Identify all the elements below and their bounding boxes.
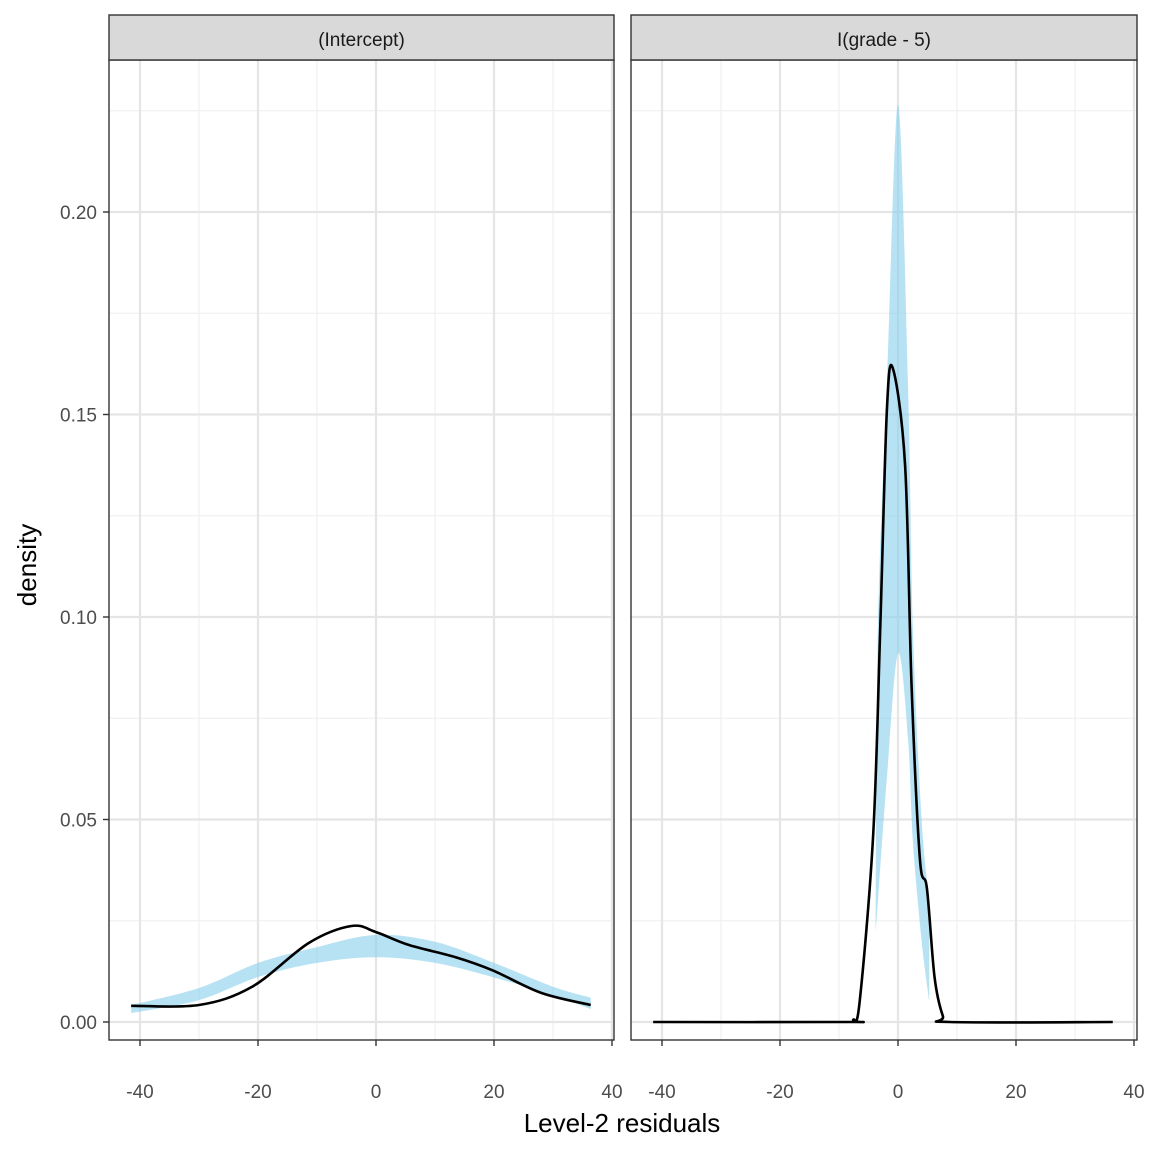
x-tick-label: -40 <box>648 1082 675 1103</box>
panel-1: I(grade - 5) -40 -20 0 20 40 <box>630 14 1145 1103</box>
y-tick-label: 0.20 <box>60 203 97 224</box>
x-tick-label: 20 <box>1005 1082 1026 1103</box>
x-tick-label: -20 <box>766 1082 793 1103</box>
y-tick-label: 0.15 <box>60 406 97 427</box>
facet-strip <box>108 14 615 61</box>
y-tick-label: 0.05 <box>60 811 97 832</box>
facet-strip <box>630 14 1138 61</box>
x-axis-title: Level-2 residuals <box>524 1108 721 1138</box>
facet-title: I(grade - 5) <box>837 30 931 51</box>
y-tick-label: 0.10 <box>60 608 97 629</box>
panel-0: (Intercept) -40 -20 0 20 40 <box>108 14 623 1103</box>
x-tick-label: 40 <box>601 1082 622 1103</box>
x-tick-label: 40 <box>1123 1082 1144 1103</box>
x-tick-label: 20 <box>483 1082 504 1103</box>
facet-title: (Intercept) <box>318 30 405 51</box>
x-tick-label: 0 <box>371 1082 382 1103</box>
y-axis: 0.00 0.05 0.10 0.15 0.20 <box>60 203 109 1034</box>
x-tick-label: 0 <box>893 1082 904 1103</box>
y-axis-title: density <box>12 524 42 606</box>
y-tick-label: 0.00 <box>60 1013 97 1034</box>
density-line <box>653 363 1113 1024</box>
density-line <box>131 924 592 1008</box>
x-tick-label: -20 <box>244 1082 271 1103</box>
x-tick-label: -40 <box>126 1082 153 1103</box>
